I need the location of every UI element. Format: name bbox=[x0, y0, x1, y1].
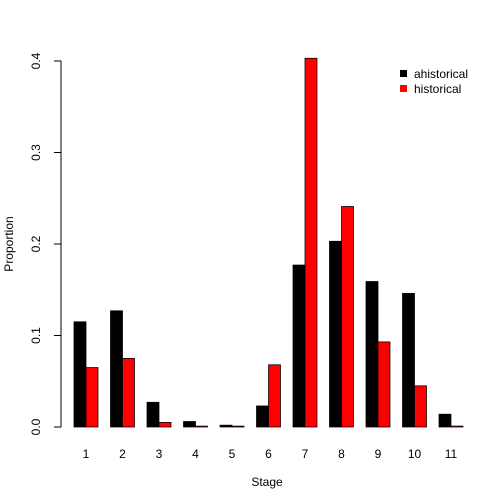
x-tick-label: 1 bbox=[83, 447, 90, 461]
bar-ahistorical-5 bbox=[219, 424, 233, 428]
legend-label-ahistorical: ahistorical bbox=[414, 67, 468, 81]
y-tick-label: 0.0 bbox=[29, 418, 43, 435]
bars-group bbox=[73, 57, 464, 428]
legend-label-historical: historical bbox=[414, 82, 461, 96]
y-axis-label: Proportion bbox=[2, 216, 16, 271]
y-tick-label: 0.3 bbox=[29, 144, 43, 161]
x-tick-labels: 1 2 3 4 5 6 7 8 9 10 11 bbox=[83, 447, 458, 461]
y-tick-label: 0.1 bbox=[29, 327, 43, 344]
bar-ahistorical-1 bbox=[73, 321, 87, 428]
x-tick-label: 4 bbox=[192, 447, 199, 461]
x-tick-label: 3 bbox=[156, 447, 163, 461]
x-tick-label: 5 bbox=[229, 447, 236, 461]
bar-ahistorical-9 bbox=[365, 281, 379, 428]
bar-historical-10 bbox=[414, 385, 427, 428]
bar-historical-4 bbox=[195, 425, 208, 428]
x-tick-label: 2 bbox=[119, 447, 126, 461]
bar-ahistorical-10 bbox=[402, 293, 415, 428]
bar-historical-8 bbox=[341, 206, 354, 428]
x-tick-label: 7 bbox=[302, 447, 309, 461]
x-tick-label: 9 bbox=[375, 447, 382, 461]
bar-historical-6 bbox=[268, 364, 281, 428]
y-tick-label: 0.2 bbox=[29, 235, 43, 252]
bar-ahistorical-7 bbox=[292, 264, 306, 428]
bar-historical-5 bbox=[231, 425, 245, 428]
bar-historical-3 bbox=[158, 422, 172, 428]
bar-ahistorical-2 bbox=[110, 310, 123, 428]
legend-swatch-historical bbox=[400, 85, 407, 92]
bar-ahistorical-6 bbox=[256, 405, 269, 428]
y-tick-label: 0.4 bbox=[29, 52, 43, 69]
bar-ahistorical-3 bbox=[146, 401, 160, 428]
x-axis-label: Stage bbox=[251, 475, 283, 489]
bar-historical-7 bbox=[304, 57, 318, 428]
legend-swatch-ahistorical bbox=[400, 70, 407, 77]
x-tick-label: 8 bbox=[338, 447, 345, 461]
bar-historical-2 bbox=[122, 358, 135, 428]
y-ticks: 0.0 0.1 0.2 0.3 0.4 bbox=[29, 52, 61, 435]
x-tick-label: 11 bbox=[445, 447, 458, 461]
bar-historical-1 bbox=[85, 367, 99, 428]
bar-ahistorical-4 bbox=[183, 421, 196, 428]
x-tick-label: 10 bbox=[408, 447, 422, 461]
bar-ahistorical-11 bbox=[438, 413, 452, 428]
y-axis: 0.0 0.1 0.2 0.3 0.4 bbox=[29, 52, 62, 435]
bar-historical-11 bbox=[450, 425, 464, 428]
x-tick-label: 6 bbox=[265, 447, 272, 461]
bar-ahistorical-8 bbox=[329, 240, 342, 428]
bar-historical-9 bbox=[377, 341, 391, 428]
